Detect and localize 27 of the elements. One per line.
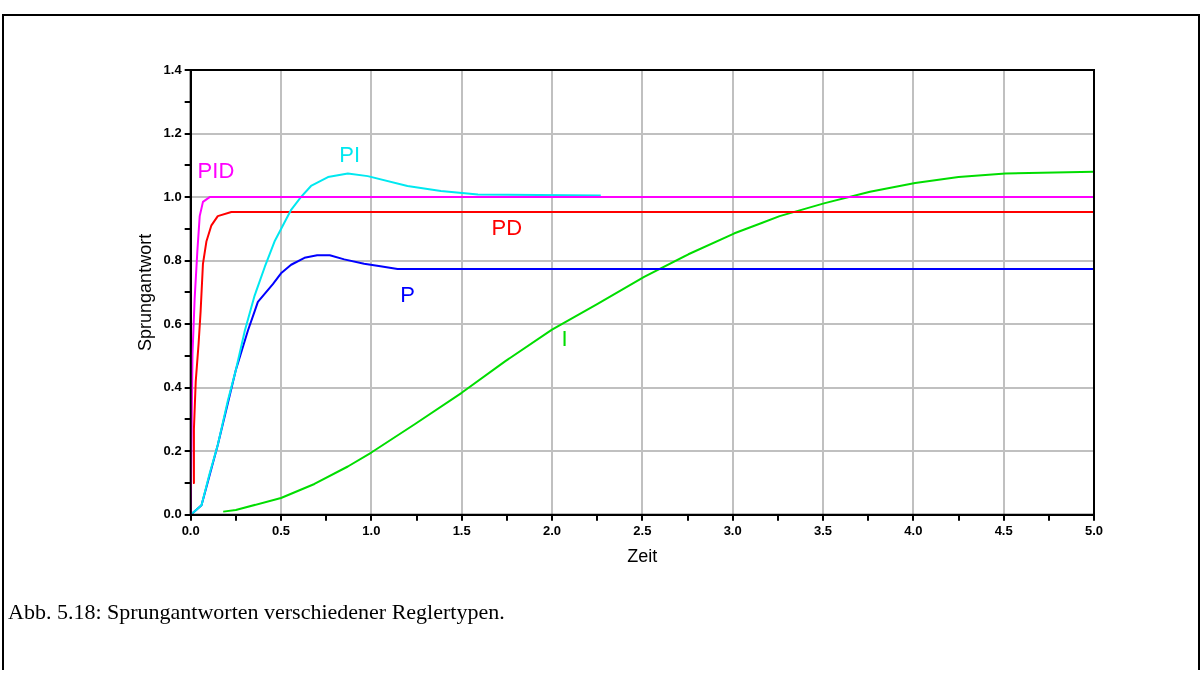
x-tick-label: 3.5 <box>813 523 833 539</box>
x-tick-label: 2.5 <box>633 523 652 539</box>
y-tick-label: 0.4 <box>163 379 183 395</box>
y-tick-label: 0.2 <box>163 442 182 458</box>
x-tick-label: 1.0 <box>362 523 381 539</box>
series-label: PD <box>491 214 523 240</box>
y-tick-label: 0.8 <box>163 252 182 268</box>
series-label: I <box>561 326 568 352</box>
x-tick-label: 0.0 <box>181 523 200 539</box>
y-axis-title: Sprungantwort <box>134 233 155 351</box>
y-tick-label: 0.0 <box>163 506 182 522</box>
x-tick-label: 1.5 <box>452 523 471 539</box>
x-tick-label: 3.0 <box>723 523 742 539</box>
x-tick-label: 5.0 <box>1084 523 1104 539</box>
series-label: PI <box>339 141 361 167</box>
x-tick-label: 4.5 <box>994 523 1013 539</box>
series-label: P <box>400 281 415 307</box>
y-tick-label: 0.6 <box>163 315 182 331</box>
caption: Abb. 5.18: Sprungantworten verschiedener Reglertypen. <box>8 598 505 626</box>
x-tick-label: 2.0 <box>542 523 562 539</box>
y-tick-label: 1.2 <box>163 125 182 141</box>
y-tick-label: 1.4 <box>163 61 183 77</box>
x-axis-title: Zeit <box>627 546 658 567</box>
series-label: PID <box>197 157 235 183</box>
x-tick-label: 0.5 <box>271 523 291 539</box>
x-tick-label: 4.0 <box>904 523 923 539</box>
y-tick-label: 1.0 <box>163 188 182 204</box>
